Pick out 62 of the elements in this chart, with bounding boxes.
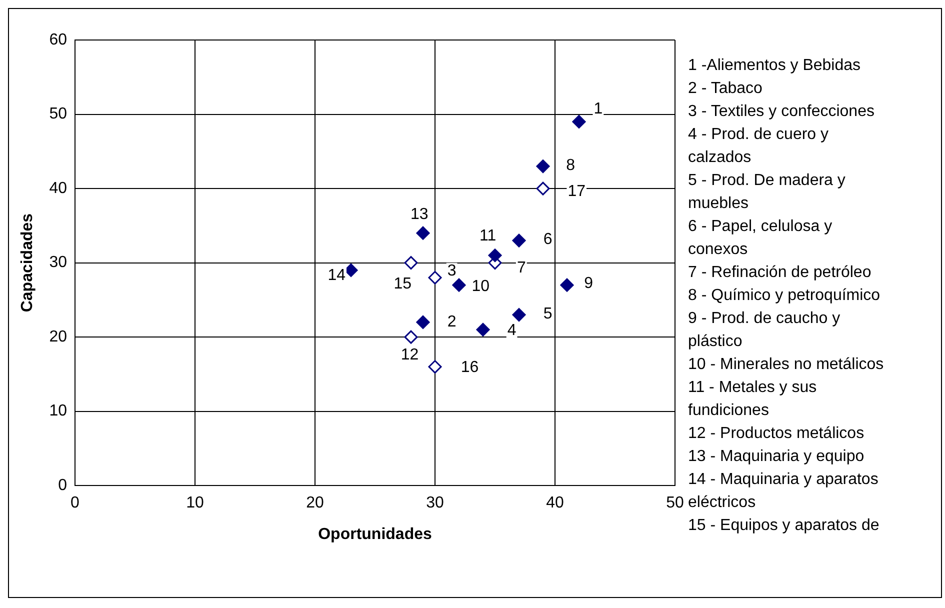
x-tick-label: 30 xyxy=(426,494,444,512)
annotation: 12 xyxy=(400,346,419,364)
text: 4 - Prod. de cuero y calzados xyxy=(688,125,830,168)
y-tick-label: 50 xyxy=(49,106,68,123)
point xyxy=(536,182,550,196)
point xyxy=(512,308,526,322)
point xyxy=(452,278,466,292)
x-axis-title: Oportunidades xyxy=(318,526,432,543)
annotation: 6 xyxy=(543,231,552,248)
annotation: 16 xyxy=(460,358,479,376)
x-tick-label: 20 xyxy=(306,494,324,512)
annotation: 1 xyxy=(594,100,603,118)
x-tick-label: 10 xyxy=(186,494,204,512)
text: 7 - Refinación de petróleo xyxy=(688,263,872,283)
annotation: 17 xyxy=(568,182,586,200)
point xyxy=(488,248,502,262)
point xyxy=(476,322,490,336)
annotation: 4 xyxy=(507,322,516,339)
text: 8 - Químico y petroquímico xyxy=(688,286,882,306)
point xyxy=(404,256,418,270)
text: 6 - Papel, celulosa y conexos xyxy=(688,217,834,260)
y-tick-label: 60 xyxy=(49,31,68,48)
x-tick-label: 40 xyxy=(546,494,564,512)
annotation: 7 xyxy=(516,259,526,276)
point xyxy=(572,114,586,128)
point xyxy=(536,160,550,174)
y-tick-label: 40 xyxy=(49,180,68,197)
y-axis-title: Capacidades xyxy=(19,213,36,312)
point xyxy=(416,315,430,329)
text: 14 - Maquinaria y aparatos eléctricos xyxy=(688,470,880,513)
text: 5 - Prod. De madera y muebles xyxy=(688,171,846,214)
point xyxy=(428,270,442,284)
point xyxy=(404,330,418,344)
annotation: 2 xyxy=(447,314,456,331)
text: 10 - Minerales no metálicos xyxy=(688,355,885,375)
point xyxy=(560,278,574,292)
annotation: 14 xyxy=(328,266,346,284)
text: 1 -Aliementos y Bebidas xyxy=(688,56,862,76)
point xyxy=(428,360,442,374)
text: 15 - Equipos y aparatos de xyxy=(688,516,880,536)
text: 11 - Metales y sus fundiciones xyxy=(688,378,818,421)
x-tick-label: 0 xyxy=(70,494,80,512)
text: 3 - Textiles y confecciones xyxy=(688,102,876,122)
point xyxy=(512,234,526,248)
annotation: 13 xyxy=(410,206,428,223)
text: 12 - Productos metálicos xyxy=(688,424,866,444)
y-tick-label: 0 xyxy=(58,477,68,494)
annotation: 8 xyxy=(566,156,576,174)
x-tick-label: 50 xyxy=(666,494,684,512)
annotation: 15 xyxy=(394,276,412,293)
annotation: 5 xyxy=(543,305,552,322)
y-tick-label: 10 xyxy=(49,402,68,420)
text: 2 - Tabaco xyxy=(688,79,764,99)
annotation: 9 xyxy=(584,275,594,292)
text: 13 - Maquinaria y equipo xyxy=(688,447,866,467)
annotation: 10 xyxy=(472,278,490,295)
annotation: 3 xyxy=(447,262,456,280)
point xyxy=(416,226,430,240)
y-tick-label: 20 xyxy=(49,328,68,346)
annotation: 11 xyxy=(479,227,496,244)
y-tick-label: 30 xyxy=(49,254,68,272)
text: 9 - Prod. de caucho y plástico xyxy=(688,309,842,352)
